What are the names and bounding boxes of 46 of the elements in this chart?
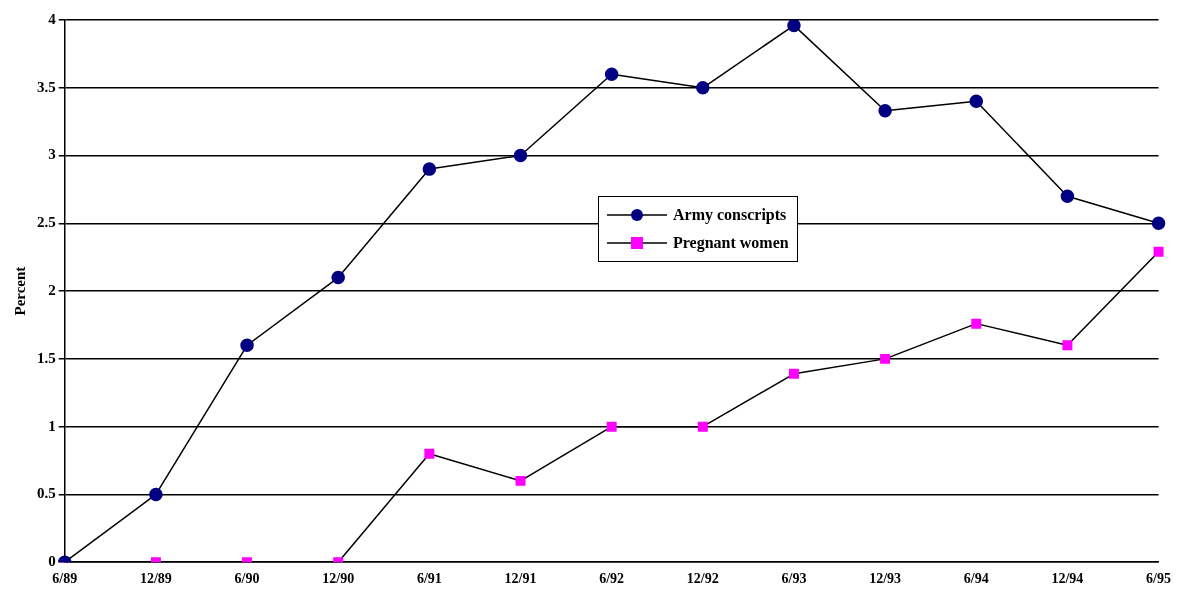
- x-tick-label: 12/89: [139, 571, 172, 587]
- point: [878, 104, 892, 118]
- point: [969, 94, 983, 109]
- x-tick-label: 6/95: [1146, 571, 1171, 587]
- point: [1151, 216, 1166, 231]
- point: [604, 67, 619, 81]
- x-tick-label: 6/90: [234, 571, 260, 587]
- x-tick-label: 6/89: [52, 571, 78, 587]
- x-tick-label: 6/93: [781, 571, 807, 587]
- x-tick-label: 6/92: [599, 571, 625, 587]
- y-tick-label: 3: [48, 146, 56, 163]
- y-tick-label: 4: [48, 10, 57, 27]
- point: [1062, 340, 1073, 351]
- point: [696, 81, 710, 95]
- point: [331, 270, 345, 285]
- x-tick-label: 12/91: [504, 571, 537, 587]
- x-tick-label: 12/90: [322, 571, 355, 587]
- point: [513, 148, 528, 163]
- point: [240, 338, 254, 353]
- point: [149, 487, 163, 502]
- x-tick-label: 6/91: [416, 571, 442, 587]
- point: [1153, 246, 1164, 257]
- point: [515, 475, 526, 486]
- y-tick-label: 2.5: [37, 214, 56, 231]
- point: [422, 162, 437, 176]
- point: [788, 368, 799, 379]
- y-tick-label: 0.5: [37, 485, 56, 502]
- point: [971, 318, 982, 329]
- point: [424, 448, 435, 459]
- y-tick-label: 1.5: [37, 349, 56, 366]
- point: [880, 353, 891, 364]
- x-tick-label: 12/93: [869, 571, 902, 587]
- point: [787, 20, 801, 33]
- y-tick-label: 1: [48, 417, 56, 434]
- point: [1060, 189, 1075, 203]
- legend-label: Pregnant women: [673, 234, 789, 252]
- legend-label: Army conscripts: [673, 206, 787, 224]
- point: [697, 421, 708, 432]
- x-tick-label: 12/94: [1051, 571, 1084, 587]
- x-tick-label: 6/94: [963, 571, 989, 587]
- y-tick-label: 2: [48, 281, 56, 298]
- x-tick-label: 12/92: [686, 571, 719, 587]
- point: [606, 421, 617, 432]
- y-tick-label: 0: [48, 553, 56, 570]
- y-tick-label: 3.5: [37, 78, 56, 95]
- y-axis-title: Percent: [11, 266, 28, 316]
